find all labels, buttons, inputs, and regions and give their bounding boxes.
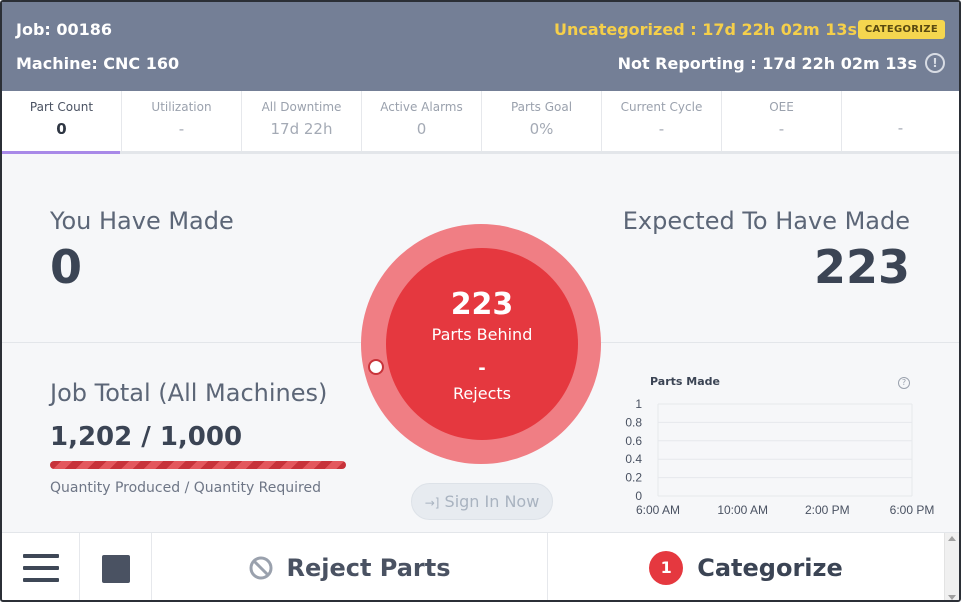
- tab-extra[interactable]: -: [842, 91, 959, 151]
- info-icon[interactable]: !: [925, 53, 945, 73]
- metric-tabs: Part Count 0 Utilization - All Downtime …: [2, 91, 959, 154]
- rejects-value: -: [478, 358, 486, 379]
- tab-label: Current Cycle: [620, 100, 703, 114]
- header-bar: Job: 00186 Machine: CNC 160 Uncategorize…: [2, 2, 959, 91]
- job-total-progress-bar: [50, 461, 346, 469]
- tab-active-alarms[interactable]: Active Alarms 0: [362, 91, 482, 151]
- rejects-label: Rejects: [453, 384, 511, 403]
- scrollbar[interactable]: [944, 533, 959, 600]
- progress-knob: [368, 359, 384, 375]
- prohibited-icon: [249, 556, 273, 580]
- tab-value: -: [178, 120, 185, 138]
- you-have-made-label: You Have Made: [50, 207, 234, 235]
- uncategorized-timer: Uncategorized : 17d 22h 02m 13s: [554, 20, 857, 39]
- stop-icon: [102, 555, 130, 583]
- categorize-count-badge: 1: [649, 551, 684, 585]
- reject-parts-button[interactable]: Reject Parts: [152, 533, 548, 600]
- job-total-caption: Quantity Produced / Quantity Required: [50, 480, 321, 496]
- x-tick-label: 10:00 AM: [717, 503, 768, 517]
- x-tick-label: 2:00 PM: [805, 503, 850, 517]
- tab-label: Parts Goal: [510, 100, 573, 114]
- sign-in-button[interactable]: →] Sign In Now: [411, 483, 553, 520]
- stop-button[interactable]: [80, 533, 152, 600]
- tab-part-count[interactable]: Part Count 0: [2, 91, 122, 154]
- x-tick-label: 6:00 AM: [636, 503, 680, 517]
- sign-in-icon: →]: [424, 496, 440, 510]
- tab-label: Part Count: [29, 100, 94, 114]
- chart-help-icon[interactable]: ?: [898, 377, 910, 389]
- tab-value: 0: [56, 120, 67, 138]
- job-total-value: 1,202 / 1,000: [50, 422, 243, 452]
- y-tick-label: 0: [635, 489, 642, 503]
- job-label: Job: 00186: [16, 20, 113, 39]
- parts-made-chart: 1 0.8 0.6 0.4 0.2 0 6:00 AM 10:00 AM 2:00 PM 6:0…: [625, 397, 935, 517]
- tab-oee[interactable]: OEE -: [722, 91, 842, 151]
- machine-label: Machine: CNC 160: [16, 54, 180, 73]
- reject-parts-label: Reject Parts: [286, 554, 451, 582]
- categorize-button[interactable]: 1 Categorize: [548, 533, 944, 600]
- tab-value: -: [897, 119, 904, 137]
- categorize-badge-button[interactable]: CATEGORIZE: [857, 20, 945, 39]
- chart-title: Parts Made: [650, 375, 720, 388]
- hamburger-menu-icon[interactable]: [2, 533, 80, 600]
- y-tick-label: 0.6: [625, 434, 642, 448]
- expected-value: 223: [813, 240, 910, 294]
- categorize-label: Categorize: [697, 554, 843, 582]
- tab-value: -: [778, 120, 785, 138]
- tab-value: 17d 22h: [270, 120, 333, 138]
- tab-value: -: [658, 120, 665, 138]
- scroll-up-arrow-icon[interactable]: [948, 536, 956, 541]
- y-tick-label: 1: [635, 397, 642, 411]
- tab-label: Active Alarms: [380, 100, 463, 114]
- you-have-made-value: 0: [50, 240, 83, 294]
- x-tick-label: 6:00 PM: [890, 503, 935, 517]
- tab-label: Utilization: [151, 100, 212, 114]
- job-total-label: Job Total (All Machines): [50, 379, 328, 407]
- expected-label: Expected To Have Made: [622, 207, 910, 235]
- tab-all-downtime[interactable]: All Downtime 17d 22h: [242, 91, 362, 151]
- tab-parts-goal[interactable]: Parts Goal 0%: [482, 91, 602, 151]
- tab-label: OEE: [769, 100, 794, 114]
- tab-value: 0: [416, 120, 427, 138]
- y-tick-label: 0.4: [625, 452, 642, 466]
- parts-behind-label: Parts Behind: [431, 325, 533, 344]
- not-reporting-timer: Not Reporting : 17d 22h 02m 13s: [617, 54, 917, 73]
- parts-behind-circle: [386, 248, 578, 440]
- y-tick-label: 0.2: [625, 471, 642, 485]
- tab-value: 0%: [529, 120, 554, 138]
- bottom-action-bar: Reject Parts 1 Categorize: [2, 532, 959, 600]
- scroll-down-arrow-icon[interactable]: [948, 595, 956, 600]
- y-tick-label: 0.8: [625, 415, 642, 429]
- tab-utilization[interactable]: Utilization -: [122, 91, 242, 151]
- sign-in-label: Sign In Now: [444, 492, 540, 511]
- parts-behind-number: 223: [450, 287, 514, 322]
- tab-current-cycle[interactable]: Current Cycle -: [602, 91, 722, 151]
- tab-label: All Downtime: [261, 100, 342, 114]
